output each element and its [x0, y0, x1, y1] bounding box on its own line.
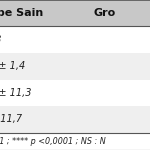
- Text: 23: 23: [0, 34, 2, 45]
- Text: Gro: Gro: [93, 8, 115, 18]
- Text: 3 ± 1,4: 3 ± 1,4: [0, 61, 26, 71]
- Text: 2 ± 11,3: 2 ± 11,3: [0, 88, 32, 98]
- Bar: [0, 80, 150, 106]
- Text: 001 ; **** p <0,0001 ; NS : N: 001 ; **** p <0,0001 ; NS : N: [0, 137, 106, 146]
- Bar: [0, 133, 150, 150]
- Bar: [0, 106, 150, 133]
- Bar: [0, 53, 150, 80]
- Text: ± 11,7: ± 11,7: [0, 114, 23, 124]
- Bar: [0, 26, 150, 53]
- Bar: [0, 0, 150, 26]
- Text: upe Sain: upe Sain: [0, 8, 44, 18]
